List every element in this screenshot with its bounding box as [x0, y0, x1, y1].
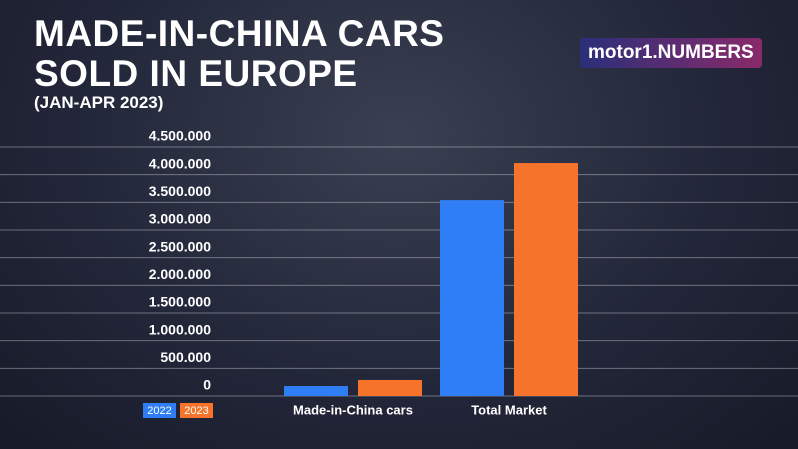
y-tick-label: 3.000.000 — [149, 211, 211, 227]
legend-label: 2023 — [184, 405, 208, 417]
y-tick-label: 0 — [203, 377, 211, 393]
y-tick-label: 2.500.000 — [149, 238, 211, 254]
legend-swatch — [180, 403, 213, 418]
bar — [358, 379, 422, 396]
y-tick-label: 1.000.000 — [149, 321, 211, 337]
x-tick-label: Made-in-China cars — [293, 402, 413, 417]
chart-subtitle: (JAN-APR 2023) — [34, 93, 164, 112]
y-tick-label: 4.000.000 — [149, 155, 211, 171]
bar — [514, 163, 578, 396]
legend-label: 2022 — [147, 405, 171, 417]
bar — [440, 200, 504, 396]
bar — [284, 386, 348, 396]
chart-title: MADE-IN-CHINA CARS SOLD IN EUROPE — [34, 13, 445, 94]
y-tick-label: 2.000.000 — [149, 266, 211, 282]
y-tick-label: 500.000 — [160, 349, 211, 365]
logo: motor1.NUMBERS — [580, 38, 762, 68]
legend-swatch — [143, 403, 176, 418]
y-tick-label: 1.500.000 — [149, 294, 211, 310]
y-tick-label: 4.500.000 — [149, 128, 211, 144]
x-tick-label: Total Market — [471, 402, 547, 417]
y-tick-label: 3.500.000 — [149, 183, 211, 199]
